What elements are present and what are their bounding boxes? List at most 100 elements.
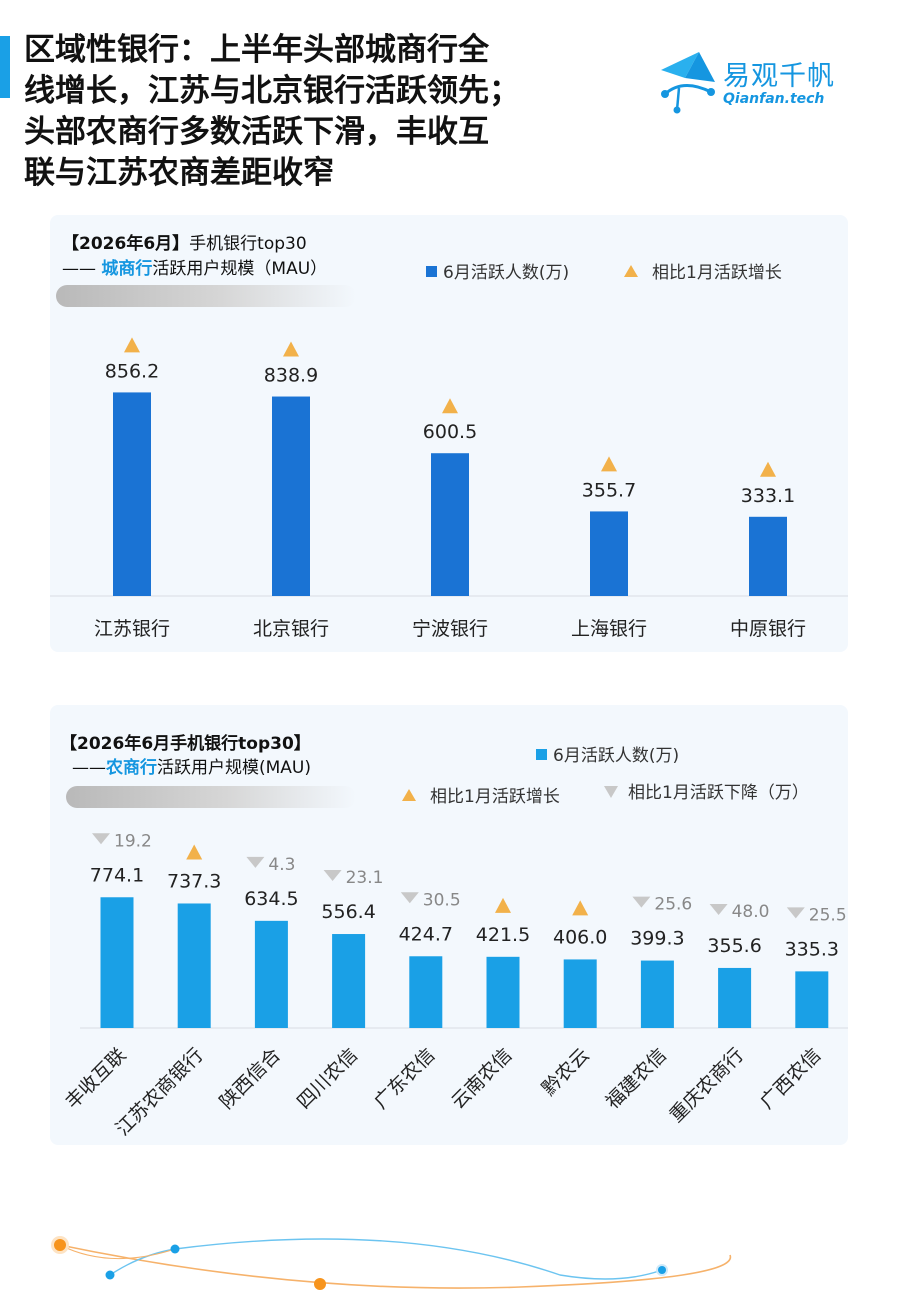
chart1-increase-marker: [760, 461, 776, 477]
chart2-decrease-label: 30.5: [423, 890, 461, 910]
chart2-value-label: 424.7: [399, 923, 453, 945]
chart2-value-label: 634.5: [244, 888, 298, 910]
chart1-subtitle: —— 城商行活跃用户规模（MAU）: [62, 254, 327, 279]
triangle-up-icon: [624, 265, 638, 277]
chart2-category-label: 广东农信: [370, 1044, 439, 1113]
chart2-decrease-label: 25.6: [654, 895, 692, 915]
chart2-subtitle: ——农商行活跃用户规模(MAU): [72, 753, 311, 778]
triangle-down-icon: [604, 786, 618, 798]
chart2-value-label: 406.0: [553, 926, 607, 948]
chart2-category-label: 重庆农商行: [665, 1044, 748, 1127]
title-line-1: 区域性银行：上半年头部城商行全: [24, 32, 489, 68]
rural-bank-chart-panel: 【2026年6月手机银行top30】 ——农商行活跃用户规模(MAU) 6月活跃…: [50, 705, 848, 1145]
chart1-category-label: 宁波银行: [412, 618, 488, 640]
chart2-bar: [100, 897, 134, 1028]
logo-name-cn: 易观千帆: [723, 61, 835, 92]
chart1-category-label: 北京银行: [253, 618, 329, 640]
chart2-decrease-marker: [786, 907, 805, 919]
chart1-bar: [431, 453, 469, 596]
chart2-title-ribbon: [66, 786, 356, 808]
chart2-value-label: 399.3: [630, 928, 684, 950]
chart2-bar: [795, 971, 829, 1028]
chart1-bar: [113, 392, 151, 596]
chart2-subtitle-highlight: 农商行: [106, 758, 157, 778]
chart2-decrease-marker: [632, 896, 651, 908]
title-line-4: 联与江苏农商差距收窄: [24, 155, 334, 191]
chart2-value-label: 335.3: [785, 938, 839, 960]
chart1-legend-up: 相比1月活跃增长: [624, 258, 782, 283]
chart2-decrease-label: 48.0: [732, 902, 770, 922]
chart2-category-label: 云南农信: [447, 1044, 516, 1113]
chart2-title: 【2026年6月手机银行top30】: [60, 729, 311, 754]
chart2-legend-up: 相比1月活跃增长: [402, 782, 560, 807]
chart1-subtitle-rest: 活跃用户规模（MAU）: [152, 259, 328, 279]
legend-square-icon: [536, 748, 547, 760]
chart1-value-label: 856.2: [105, 360, 159, 382]
chart2-value-label: 421.5: [476, 924, 530, 946]
chart1-bar: [272, 396, 310, 596]
chart2-bar: [486, 956, 520, 1028]
chart1-bar: [749, 516, 787, 596]
chart2-category-label: 丰收互联: [61, 1044, 130, 1113]
chart2-title-text: 【2026年6月手机银行top30】: [60, 734, 311, 754]
chart2-bar: [332, 934, 366, 1028]
chart2-legend-up-label: 相比1月活跃增长: [430, 787, 560, 807]
chart1-category-label: 上海银行: [571, 618, 647, 640]
chart2-increase-marker: [186, 844, 203, 860]
chart1-bar: [590, 511, 628, 596]
chart2-value-label: 737.3: [167, 870, 221, 892]
chart1-title-bracket: 【2026年6月】: [62, 234, 190, 254]
chart2-value-label: 355.6: [707, 935, 761, 957]
chart1-title-rest: 手机银行top30: [189, 234, 307, 254]
title-line-3: 头部农商行多数活跃下滑，丰收互: [24, 114, 489, 150]
chart2-decrease-marker: [246, 856, 265, 868]
chart1-legend-bar: 6月活跃人数(万): [426, 258, 569, 283]
chart2-decrease-marker: [323, 870, 342, 882]
page-title: 区域性银行：上半年头部城商行全 线增长，江苏与北京银行活跃领先； 头部农商行多数…: [24, 30, 624, 194]
chart1-legend-bar-label: 6月活跃人数(万): [443, 263, 570, 283]
chart2-legend-down-label: 相比1月活跃下降（万）: [628, 783, 809, 803]
chart2-legend-bar-label: 6月活跃人数(万): [553, 746, 680, 766]
chart2-bar: [640, 960, 674, 1028]
chart1-subtitle-highlight: 城商行: [101, 259, 153, 279]
chart2-decrease-label: 23.1: [346, 868, 384, 888]
chart2-bar: [254, 920, 288, 1028]
chart2-increase-marker: [495, 897, 511, 913]
chart1-increase-marker: [601, 456, 617, 472]
chart1-value-label: 600.5: [423, 421, 477, 443]
chart1-subtitle-prefix: ——: [62, 259, 102, 279]
decorative-curves: [51, 1236, 732, 1290]
chart2-increase-marker: [572, 900, 589, 916]
chart2-decrease-marker: [400, 892, 419, 904]
chart2-subtitle-prefix: ——: [72, 758, 106, 778]
chart2-category-label: 陕西信合: [216, 1044, 285, 1113]
chart2-bar: [718, 967, 752, 1028]
chart2-subtitle-rest: 活跃用户规模(MAU): [157, 758, 312, 778]
chart2-bar: [409, 956, 443, 1028]
logo: 易观千帆 Qianfan.tech: [655, 48, 855, 118]
chart2-category-label: 广西农信: [756, 1044, 825, 1113]
chart1-increase-marker: [283, 341, 299, 357]
chart2-category-label: 福建农信: [602, 1044, 671, 1113]
chart2-decrease-label: 25.5: [809, 905, 847, 925]
chart1-svg: 856.2 江苏银行 838.9 北京银行 600.5 宁波银行 355.7 上海银行 333.…: [50, 337, 848, 640]
chart2-value-label: 774.1: [90, 864, 144, 886]
chart2-decrease-marker: [92, 833, 110, 845]
chart1-title: 【2026年6月】手机银行top30: [62, 229, 307, 254]
chart1-legend-up-label: 相比1月活跃增长: [652, 263, 782, 283]
chart1-increase-marker: [124, 337, 140, 353]
chart2-svg: 774.119.2丰收互联737.3江苏农商银行634.54.3陕西信合556.…: [61, 831, 848, 1140]
title-accent-bar: [0, 36, 10, 98]
chart2-decrease-marker: [709, 903, 728, 915]
chart1-title-ribbon: [56, 285, 356, 307]
chart2-bar: [563, 959, 597, 1028]
chart1-value-label: 333.1: [741, 485, 795, 507]
chart2-decrease-label: 19.2: [114, 831, 152, 851]
logo-sail-icon: [661, 52, 715, 114]
chart2-value-label: 556.4: [321, 901, 375, 923]
triangle-up-icon: [402, 789, 416, 801]
chart2-decrease-label: 4.3: [268, 855, 295, 875]
chart2-legend-down: 相比1月活跃下降（万）: [604, 778, 809, 803]
chart1-increase-marker: [442, 398, 458, 414]
legend-square-icon: [426, 265, 437, 277]
